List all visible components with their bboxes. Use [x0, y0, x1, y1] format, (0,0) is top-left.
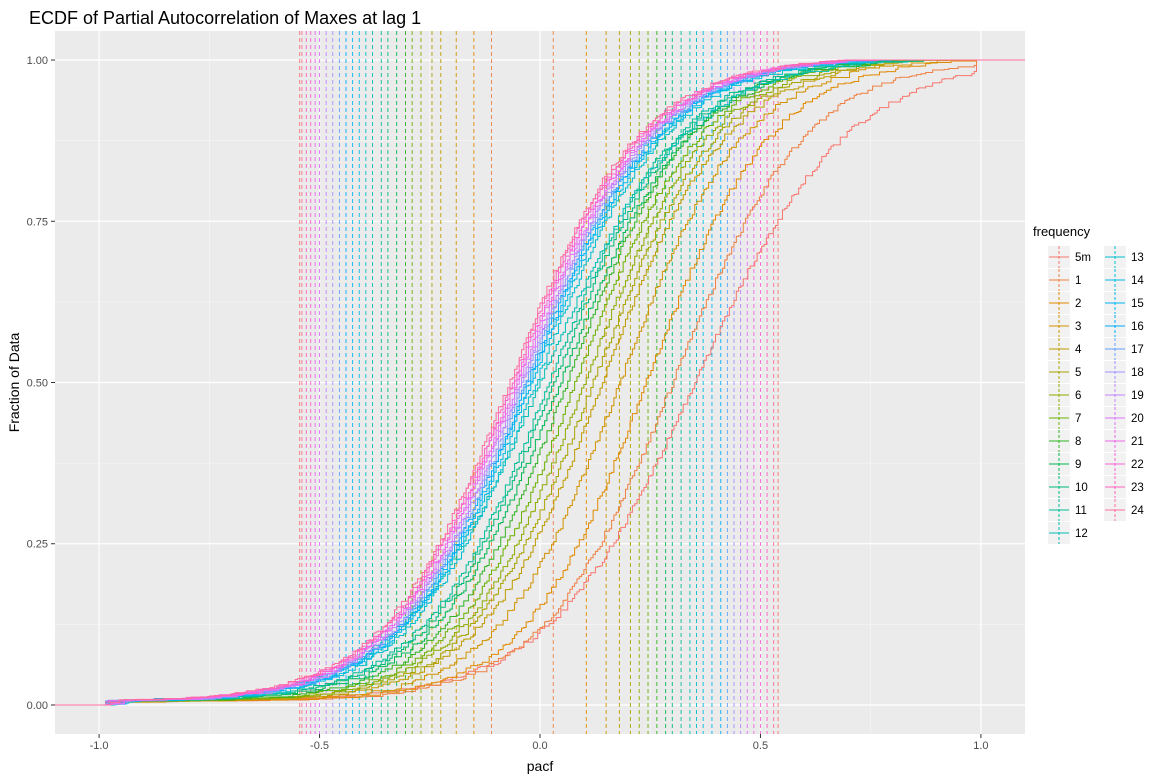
legend-item-4: 4	[1048, 338, 1082, 360]
ecdf-line-24	[55, 59, 1025, 706]
x-tick-label: -0.5	[310, 740, 329, 752]
ecdf-series	[55, 59, 1025, 706]
legend-item-24: 24	[1104, 499, 1144, 521]
legend-item-22: 22	[1104, 453, 1144, 475]
legend-item-12: 12	[1048, 522, 1088, 544]
legend-label: 21	[1131, 436, 1144, 448]
y-tick-label: 0.25	[27, 539, 48, 551]
x-tick-label: 0.0	[532, 740, 547, 752]
legend-item-21: 21	[1104, 430, 1144, 452]
legend-item-17: 17	[1104, 338, 1144, 360]
legend-item-23: 23	[1104, 476, 1144, 498]
legend-label: 23	[1131, 482, 1144, 494]
x-axis-title: pacf	[527, 758, 554, 774]
y-axis-title: Fraction of Data	[6, 332, 22, 432]
legend-item-19: 19	[1104, 384, 1144, 406]
legend-label: 5m	[1075, 252, 1091, 264]
legend-item-9: 9	[1048, 453, 1081, 475]
legend-item-15: 15	[1104, 292, 1144, 314]
legend-item-18: 18	[1104, 361, 1144, 383]
y-tick-label: 1.00	[27, 55, 48, 67]
legend-title: frequency	[1033, 224, 1091, 239]
legend-label: 18	[1131, 367, 1144, 379]
legend-label: 2	[1075, 298, 1081, 310]
legend-label: 4	[1075, 344, 1082, 356]
legend-item-7: 7	[1048, 407, 1081, 429]
ecdf-line-3	[55, 59, 1025, 706]
legend-item-20: 20	[1104, 407, 1144, 429]
y-tick-label: 0.75	[27, 216, 48, 228]
x-tick-label: -1.0	[90, 740, 109, 752]
chart-title: ECDF of Partial Autocorrelation of Maxes…	[29, 8, 421, 28]
legend-label: 16	[1131, 321, 1144, 333]
legend-label: 1	[1075, 275, 1081, 287]
legend-item-5m: 5m	[1048, 246, 1091, 268]
legend-label: 13	[1131, 252, 1144, 264]
legend-item-14: 14	[1104, 269, 1144, 291]
legend-item-1: 1	[1048, 269, 1081, 291]
legend-label: 17	[1131, 344, 1144, 356]
legend-label: 24	[1131, 505, 1144, 517]
legend-label: 19	[1131, 390, 1144, 402]
legend-item-3: 3	[1048, 315, 1081, 337]
y-axis: 0.00 0.25 0.50 0.75 1.00	[27, 55, 55, 712]
legend-item-5: 5	[1048, 361, 1081, 383]
legend-label: 5	[1075, 367, 1081, 379]
legend-item-11: 11	[1048, 499, 1087, 521]
legend-item-2: 2	[1048, 292, 1081, 314]
legend-label: 7	[1075, 413, 1081, 425]
legend: frequency 5m1234567891011121314151617181…	[1033, 224, 1144, 544]
legend-label: 6	[1075, 390, 1081, 402]
legend-label: 10	[1075, 482, 1088, 494]
legend-item-6: 6	[1048, 384, 1081, 406]
x-axis: -1.0 -0.5 0.0 0.5 1.0	[90, 734, 989, 752]
legend-item-8: 8	[1048, 430, 1081, 452]
legend-label: 15	[1131, 298, 1144, 310]
y-tick-label: 0.50	[27, 378, 48, 390]
x-tick-label: 1.0	[973, 740, 988, 752]
legend-label: 9	[1075, 459, 1081, 471]
legend-label: 3	[1075, 321, 1081, 333]
legend-label: 12	[1075, 528, 1088, 540]
x-tick-label: 0.5	[753, 740, 768, 752]
legend-label: 20	[1131, 413, 1144, 425]
legend-label: 22	[1131, 459, 1144, 471]
y-tick-label: 0.00	[27, 700, 48, 712]
legend-label: 11	[1075, 505, 1087, 517]
legend-label: 8	[1075, 436, 1081, 448]
ecdf-line-23	[55, 59, 1025, 706]
legend-item-13: 13	[1104, 246, 1144, 268]
legend-item-16: 16	[1104, 315, 1144, 337]
legend-item-10: 10	[1048, 476, 1088, 498]
legend-label: 14	[1131, 275, 1144, 287]
